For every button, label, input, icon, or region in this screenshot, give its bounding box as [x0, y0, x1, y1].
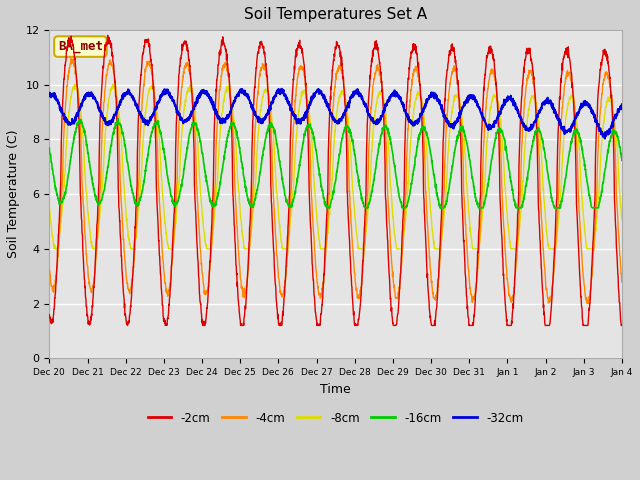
Legend: -2cm, -4cm, -8cm, -16cm, -32cm: -2cm, -4cm, -8cm, -16cm, -32cm: [143, 407, 529, 429]
Text: BA_met: BA_met: [58, 40, 103, 53]
Title: Soil Temperatures Set A: Soil Temperatures Set A: [244, 7, 427, 22]
Y-axis label: Soil Temperature (C): Soil Temperature (C): [7, 130, 20, 258]
X-axis label: Time: Time: [320, 383, 351, 396]
